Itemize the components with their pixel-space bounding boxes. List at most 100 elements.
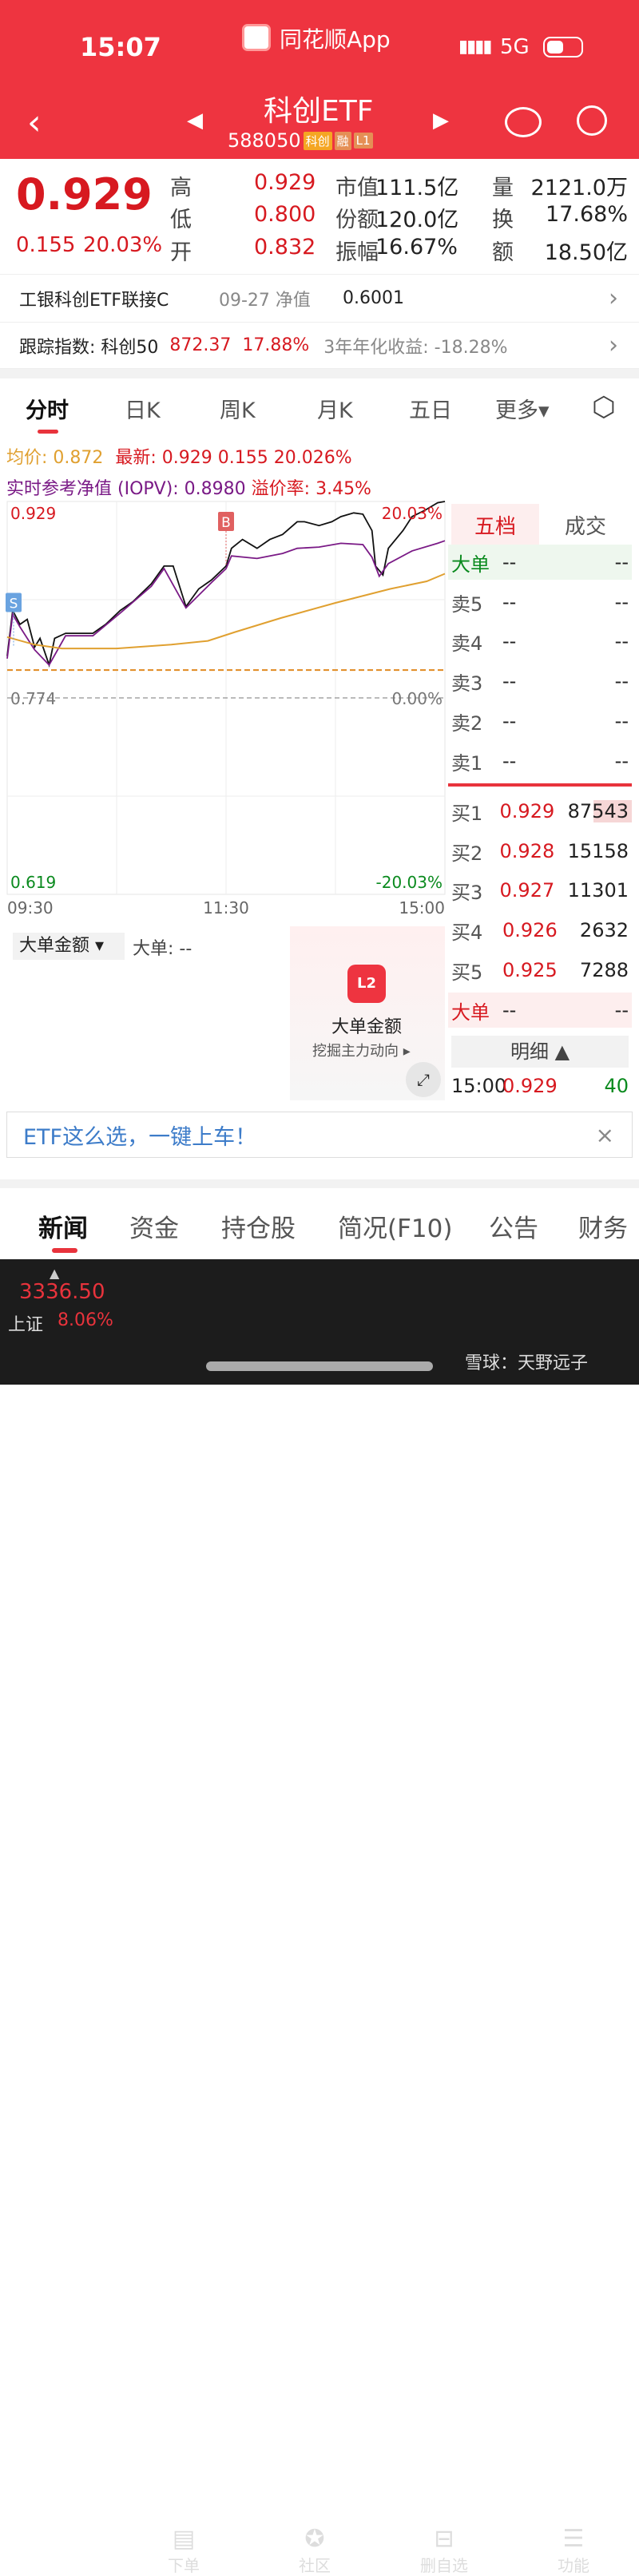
intraday-chart[interactable]: S B 0.929 0.774 0.619 20.03% 0.00% -20.03% 09:30… [0,495,447,918]
orderbook-row: 大单 -- -- [448,993,632,1028]
chevron-right-icon: › [609,284,618,312]
nav-order[interactable]: ▤ 下单 [136,2525,232,2576]
tag-kechuang: 科创 [303,131,332,150]
index-value[interactable]: 3336.50 [19,1280,105,1304]
quote-stat: 18.50亿 [544,240,628,265]
search-icon[interactable] [577,105,607,136]
y-label-mid: 0.774 [10,689,56,708]
chart-tab[interactable]: 更多▾ [495,398,550,423]
latest-price: 最新: 0.929 0.155 20.026% [115,448,352,468]
tracking-annual: 3年年化收益: -18.28% [323,337,508,358]
quote-stat: 额 [492,240,514,265]
level-volume: -- [614,999,629,1021]
level-label: 大单 [451,1001,490,1024]
linked-fund-row[interactable]: 工银科创ETF联接C 09-27 净值 0.6001 › [0,274,639,323]
banner-text: ETF这么选，一键上车！ [23,1124,257,1150]
orderbook-row: 卖3 -- -- [448,664,632,699]
tracking-label: 跟踪指数: 科创50 [19,337,159,358]
divider [0,1179,639,1188]
level-volume: -- [614,750,629,772]
level-label: 卖3 [451,672,483,695]
linked-fund-date: 09-27 净值 [219,290,311,311]
chart-tab[interactable]: 日K [125,398,161,423]
chart-tab[interactable]: 周K [220,398,256,423]
expand-icon[interactable]: ⤢ [406,1062,441,1097]
stock-code-row: 588050 科创 融 L1 [228,129,373,152]
price-change: 0.155 [16,233,76,257]
bottom-tab[interactable]: 简况(F10) [338,1215,453,1243]
trade-price: 0.929 [502,1075,558,1097]
level-volume: -- [614,710,629,732]
nav-label: 删自选 [420,2556,468,2575]
nav-remove-watchlist[interactable]: ⊟ 删自选 [396,2525,492,2576]
stock-code: 588050 [228,129,301,152]
nav-community[interactable]: ✪ 社区 [267,2525,363,2576]
orderbook-row: 买4 0.926 2632 [448,913,632,948]
close-icon[interactable]: × [595,1121,614,1148]
bottom-tab[interactable]: 持仓股 [221,1215,296,1243]
orderbook-row: 卖2 -- -- [448,703,632,739]
level-price: 0.925 [502,959,558,981]
sub-indicator-selector[interactable]: 大单金额 ▾ [13,933,125,960]
prev-stock-icon[interactable]: ◀ [187,109,203,133]
orderbook-row: 卖1 -- -- [448,743,632,779]
quote-stat: 16.67% [375,235,458,260]
settings-hex-icon[interactable]: ⬡ [592,391,616,423]
quote-stat: 量 [492,176,514,200]
level-label: 卖2 [451,711,483,735]
tab-underline [38,430,58,434]
level-price: -- [502,710,517,732]
orderbook-row: 买5 0.925 7288 [448,953,632,988]
next-stock-icon[interactable]: ▶ [433,109,449,133]
bottom-tab[interactable]: 财务 [578,1215,628,1243]
nav-functions[interactable]: ☰ 功能 [526,2525,621,2576]
price-change-pct: 20.03% [83,233,163,257]
quote-stat: 换 [492,208,514,232]
level-price: -- [502,630,517,652]
bottom-tab[interactable]: 新闻 [38,1215,88,1243]
bottom-tab[interactable]: 资金 [129,1215,179,1243]
quote-stat: 高 [170,176,192,200]
tracking-index-row[interactable]: 跟踪指数: 科创50 872.37 17.88% 3年年化收益: -18.28%… [0,323,639,369]
quote-stat: 振幅 [335,240,379,265]
tab-five-levels[interactable]: 五档 [451,503,539,546]
linked-fund-nav: 0.6001 [343,288,404,308]
quote-stat: 0.929 [254,170,316,195]
quote-stat: 120.0亿 [375,208,459,232]
tab-trades[interactable]: 成交 [564,514,606,539]
avg-price: 均价: 0.872 [6,448,104,468]
detail-toggle[interactable]: 明细 ▲ [451,1036,629,1068]
l2-promo[interactable]: L2 大单金额 挖掘主力动向 ▸ ⤢ [290,926,445,1100]
promo-subtitle: 挖掘主力动向 ▸ [312,1043,411,1060]
stock-title: 科创ETF [264,95,374,128]
marker-label: S [10,596,18,612]
quote-stat: 市值 [335,176,379,200]
promo-banner[interactable]: ETF这么选，一键上车！ × [6,1112,633,1158]
linked-fund-name: 工银科创ETF联接C [19,290,169,311]
level-volume: -- [614,591,629,613]
menu-circle-icon: ☰ [562,2525,585,2553]
tracking-pct: 17.88% [242,335,310,355]
chart-tab[interactable]: 分时 [26,398,69,423]
chart-tab[interactable]: 五日 [409,398,452,423]
level-label: 买3 [451,881,483,904]
assistant-icon[interactable] [505,107,542,137]
nav-label: 下单 [168,2556,200,2575]
bottom-tab[interactable]: 公告 [489,1215,538,1243]
series-price [6,501,446,668]
app-name: 同花顺App [280,26,391,53]
level-price: 0.927 [499,879,555,902]
last-price: 0.929 [16,169,153,220]
level-price: -- [502,750,517,772]
battery-icon [543,37,583,57]
marker-s-icon [6,592,22,612]
level-volume: 2632 [579,919,629,941]
l2-badge-icon: L2 [347,965,386,1003]
series-avg [6,573,446,650]
intraday-info: 均价: 0.872 最新: 0.929 0.155 20.026% [6,443,352,469]
back-icon[interactable]: ‹ [27,102,42,143]
pct-label-mid: 0.00% [391,689,443,708]
quote-stat: 17.68% [546,202,628,227]
chart-tab[interactable]: 月K [317,398,353,423]
orderbook-row: 卖5 -- -- [448,585,632,620]
